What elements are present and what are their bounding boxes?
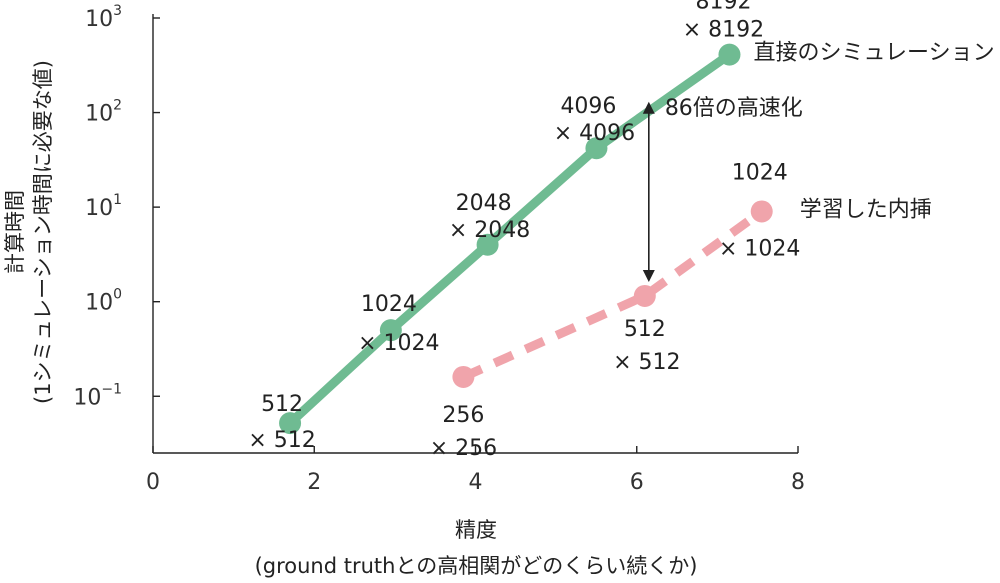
series-name-label: 学習した内挿 [800, 197, 932, 222]
speedup-arrow-head-up [642, 101, 655, 114]
y-axis-title-main: 計算時間 [3, 190, 27, 274]
y-axis-title-sub: (1シミュレーション時間に必要な値) [31, 60, 55, 404]
series-name-label: 直接のシミュレーション [753, 41, 994, 66]
point-label-resolution: × 512 [613, 350, 680, 375]
point-label-resolution: × 1024 [358, 331, 439, 356]
point-label-resolution: × 512 [248, 428, 315, 453]
y-tick-label: 102 [85, 98, 122, 127]
x-ticks: 0 2 4 6 8 [146, 446, 805, 495]
point-label-resolution: 1024 [361, 292, 417, 317]
point-label-resolution: × 2048 [449, 218, 530, 243]
point-label-resolution: 2048 [456, 191, 512, 216]
point-label-resolution: × 256 [430, 436, 497, 461]
point-label-resolution: 4096 [560, 94, 616, 119]
data-point [718, 43, 741, 66]
point-label-resolution: × 4096 [554, 121, 635, 146]
point-label-resolution: 1024 [732, 160, 788, 185]
x-tick-label: 0 [146, 470, 160, 495]
x-tick-label: 8 [791, 470, 805, 495]
speedup-arrow-head-down [642, 269, 655, 282]
point-label-resolution: × 1024 [719, 236, 800, 261]
point-label-resolution: 512 [624, 317, 666, 342]
data-point [476, 233, 499, 256]
x-axis-title-sub: (ground truthとの高相関がどのくらい続くか) [255, 554, 698, 578]
x-tick-label: 2 [307, 470, 321, 495]
point-label-resolution: 8192 [695, 0, 751, 15]
point-label-resolution: 256 [442, 403, 484, 428]
y-tick-label: 100 [85, 287, 122, 316]
y-ticks: 103 102 101 100 10−1 [73, 3, 160, 410]
speedup-annotation: 86倍の高速化 [642, 96, 803, 282]
x-tick-label: 4 [469, 470, 483, 495]
point-label-resolution: 512 [261, 392, 303, 417]
data-point [279, 412, 302, 435]
data-point [750, 200, 773, 223]
data-point [379, 319, 402, 342]
y-tick-label: 103 [85, 3, 122, 32]
x-tick-label: 6 [630, 470, 644, 495]
data-point [585, 137, 608, 160]
data-point [452, 365, 475, 388]
series-layer [279, 43, 773, 435]
y-tick-label: 10−1 [73, 381, 122, 410]
point-labels: 512 × 512 1024 × 1024 2048× 2048 4096× 4096 81… [248, 0, 994, 461]
point-label-resolution: × 8192 [683, 18, 764, 43]
data-point [633, 284, 656, 307]
y-tick-label: 101 [85, 192, 122, 221]
x-axis-title-main: 精度 [455, 518, 497, 542]
speedup-label: 86倍の高速化 [665, 96, 803, 121]
